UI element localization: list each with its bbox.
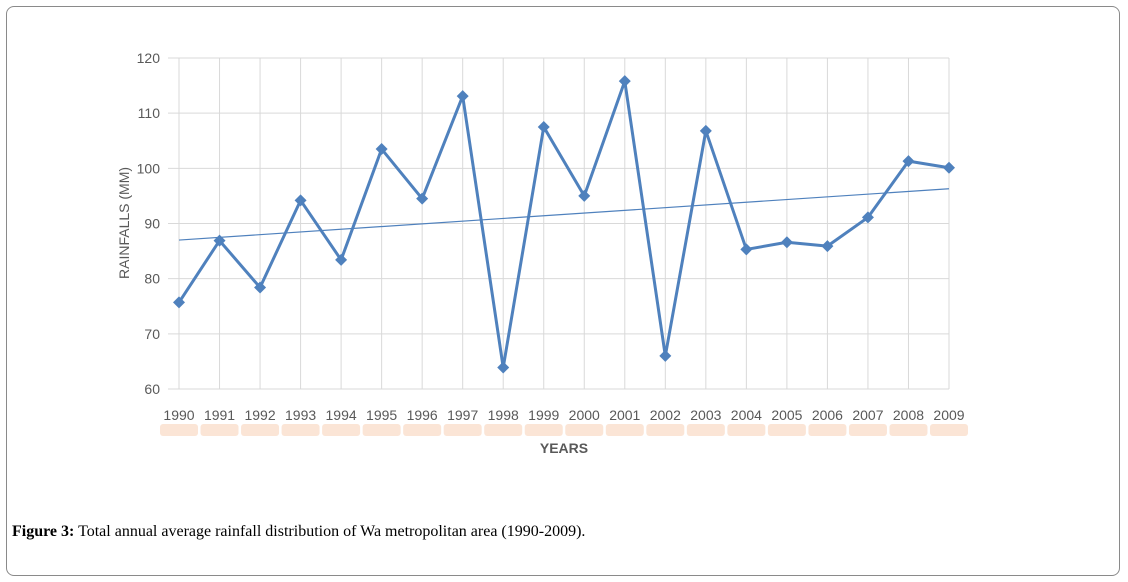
data-point-marker xyxy=(861,211,874,224)
data-point-marker xyxy=(497,361,510,374)
x-label-band xyxy=(403,424,442,436)
x-tick-label: 1994 xyxy=(326,407,357,423)
data-point-marker xyxy=(618,75,631,88)
x-axis-title: YEARS xyxy=(540,440,588,456)
x-tick-label: 1995 xyxy=(366,407,397,423)
y-tick-label: 80 xyxy=(144,271,160,287)
figure-caption: Figure 3: Total annual average rainfall … xyxy=(12,523,1112,541)
x-label-band xyxy=(443,424,482,436)
x-label-band xyxy=(484,424,523,436)
x-label-band xyxy=(767,424,806,436)
x-tick-label: 1996 xyxy=(407,407,438,423)
x-label-band xyxy=(605,424,644,436)
x-label-band xyxy=(322,424,361,436)
data-point-marker xyxy=(943,161,955,174)
data-point-marker xyxy=(416,192,429,205)
grid-lines xyxy=(168,57,950,390)
x-label-band xyxy=(241,424,280,436)
x-label-band xyxy=(808,424,847,436)
caption-label: Figure 3: xyxy=(12,523,75,540)
x-tick-label: 2002 xyxy=(650,407,681,423)
series-line xyxy=(177,79,950,369)
data-point-marker xyxy=(537,120,550,133)
x-tick-label: 2000 xyxy=(569,407,600,423)
data-point-marker xyxy=(780,236,793,249)
data-point-marker xyxy=(375,143,388,156)
x-tick-label: 2003 xyxy=(690,407,721,423)
data-point-marker xyxy=(659,349,672,362)
x-label-band xyxy=(200,424,239,436)
x-label-band xyxy=(281,424,320,436)
data-point-marker xyxy=(821,240,834,253)
x-tick-label: 2005 xyxy=(771,407,802,423)
data-point-marker xyxy=(254,281,267,294)
x-tick-label: 2008 xyxy=(893,407,924,423)
data-point-marker xyxy=(213,234,226,247)
x-label-band xyxy=(848,424,887,436)
x-tick-label: 1997 xyxy=(447,407,478,423)
y-tick-labels: 60 70 80 90 100 110 120 xyxy=(137,50,161,397)
x-tick-label: 2001 xyxy=(609,407,640,423)
x-tick-label: 2007 xyxy=(852,407,883,423)
y-tick-label: 110 xyxy=(138,105,161,121)
x-tick-label: 1991 xyxy=(204,407,235,423)
data-point-marker xyxy=(578,189,591,202)
x-label-band xyxy=(646,424,685,436)
x-tick-label: 1992 xyxy=(244,407,275,423)
x-label-band xyxy=(686,424,725,436)
x-tick-label: 1999 xyxy=(528,407,559,423)
x-tick-label: 2004 xyxy=(731,407,762,423)
y-axis-title: RAINFALLS (MM) xyxy=(116,167,132,279)
x-tick-label: 1998 xyxy=(488,407,519,423)
x-label-band xyxy=(160,424,198,436)
x-label-bands xyxy=(160,424,968,436)
x-tick-labels: 1990 1991 1992 1993 1994 1995 1996 1997 1998 1999… xyxy=(163,407,964,423)
trendline xyxy=(178,188,950,241)
x-label-band xyxy=(889,424,928,436)
data-point-marker xyxy=(740,243,753,256)
x-tick-label: 1990 xyxy=(163,407,194,423)
caption-text: Total annual average rainfall distributi… xyxy=(74,523,586,540)
x-label-band xyxy=(524,424,563,436)
y-tick-label: 60 xyxy=(144,381,160,397)
x-tick-label: 1993 xyxy=(285,407,316,423)
x-label-band xyxy=(565,424,604,436)
y-tick-label: 90 xyxy=(144,216,160,232)
data-point-marker xyxy=(294,194,307,207)
x-label-band xyxy=(727,424,766,436)
x-tick-label: 2009 xyxy=(933,407,964,423)
y-tick-label: 120 xyxy=(137,50,161,66)
series-rainfall xyxy=(173,75,955,374)
data-point-marker xyxy=(173,296,185,309)
data-point-marker xyxy=(902,155,915,168)
y-tick-label: 70 xyxy=(144,326,160,342)
y-tick-label: 100 xyxy=(137,160,161,176)
data-point-marker xyxy=(335,253,348,266)
data-point-marker xyxy=(699,124,712,137)
x-tick-label: 2006 xyxy=(812,407,843,423)
figure-frame xyxy=(6,6,1120,576)
data-point-marker xyxy=(456,90,469,103)
x-label-band xyxy=(930,424,968,436)
x-label-band xyxy=(362,424,401,436)
